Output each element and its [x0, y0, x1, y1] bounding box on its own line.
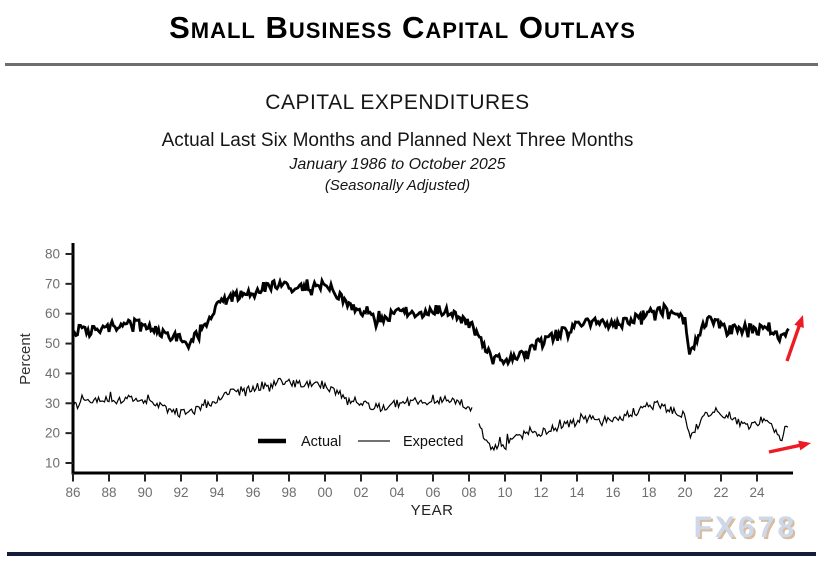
x-tick-label: 00: [317, 485, 332, 500]
x-tick-label: 24: [749, 485, 765, 500]
arrow-head: [798, 440, 811, 451]
y-tick-label: 50: [45, 336, 60, 351]
chart-title: CAPITAL EXPENDITURES: [265, 91, 530, 114]
x-tick-label: 86: [65, 485, 80, 500]
series-line: [72, 276, 790, 368]
legend: Actual Expected: [258, 434, 463, 450]
y-tick-label: 80: [45, 246, 60, 261]
arrow-head: [794, 315, 804, 328]
x-tick-label: 88: [101, 485, 116, 500]
series-line: [478, 399, 789, 452]
bottom-bar: [7, 552, 816, 556]
y-tick-label: 20: [45, 426, 60, 441]
x-tick-label: 98: [281, 485, 296, 500]
x-tick-label: 04: [389, 485, 405, 500]
x-tick-label: 18: [641, 485, 656, 500]
x-tick-label: 16: [605, 485, 620, 500]
chart-adjustment-note: (Seasonally Adjusted): [324, 177, 471, 194]
series-line: [72, 377, 473, 419]
x-tick-label: 20: [677, 485, 692, 500]
y-axis-title: Percent: [17, 332, 34, 385]
x-tick-label: 92: [173, 485, 188, 500]
x-tick-label: 22: [713, 485, 728, 500]
x-tick-label: 02: [353, 485, 368, 500]
x-tick-label: 94: [209, 485, 225, 500]
x-tick-label: 14: [569, 485, 585, 500]
x-tick-label: 90: [137, 485, 152, 500]
legend-expected-label: Expected: [403, 434, 463, 450]
y-tick-label: 30: [45, 396, 60, 411]
x-tick-label: 12: [533, 485, 548, 500]
series-expected: [72, 377, 789, 452]
x-tick-label: 96: [245, 485, 260, 500]
actual-uptick-arrow: [785, 315, 804, 362]
series-actual: [72, 276, 790, 368]
x-axis-title: YEAR: [411, 502, 454, 519]
x-tick-label: 08: [461, 485, 476, 500]
title-divider: [5, 63, 818, 66]
arrow-shaft: [768, 443, 802, 454]
x-tick-label: 06: [425, 485, 440, 500]
axes: 10 20 30 40 50 60 70 80 86 88 90 92 94 96 98 00 02 04 06 08…: [17, 243, 793, 519]
x-tick-label: 10: [497, 485, 512, 500]
legend-actual-label: Actual: [301, 434, 341, 450]
y-tick-label: 40: [45, 366, 60, 381]
chart-subtitle: Actual Last Six Months and Planned Next …: [161, 130, 634, 151]
y-tick-label: 10: [45, 456, 60, 471]
arrow-shaft: [785, 323, 802, 362]
y-tick-label: 60: [45, 306, 60, 321]
y-tick-label: 70: [45, 276, 60, 291]
expected-uptick-arrow: [768, 440, 811, 454]
watermark: FX678: [693, 511, 797, 544]
page-title: Small Business Capital Outlays: [169, 10, 636, 45]
chart-date-range: January 1986 to October 2025: [289, 156, 506, 173]
